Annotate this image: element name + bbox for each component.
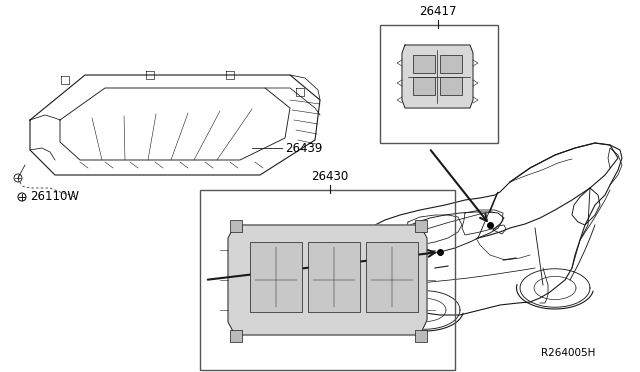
Bar (366, 242, 418, 312)
Bar (230, 330, 242, 342)
Bar (230, 220, 242, 232)
Bar (415, 330, 427, 342)
Bar (413, 55, 435, 73)
Polygon shape (228, 225, 427, 335)
Bar (308, 242, 360, 312)
Bar (200, 190, 455, 370)
Text: 26417: 26417 (419, 5, 457, 18)
Text: 26439: 26439 (285, 141, 323, 154)
Bar (250, 242, 302, 312)
Bar (440, 55, 462, 73)
Text: 26430: 26430 (312, 170, 349, 183)
Bar (440, 77, 462, 95)
Bar (413, 77, 435, 95)
Bar (415, 220, 427, 232)
Polygon shape (402, 45, 473, 108)
Bar (380, 25, 498, 143)
Text: 26110W: 26110W (30, 190, 79, 203)
Text: R264005H: R264005H (541, 348, 595, 358)
